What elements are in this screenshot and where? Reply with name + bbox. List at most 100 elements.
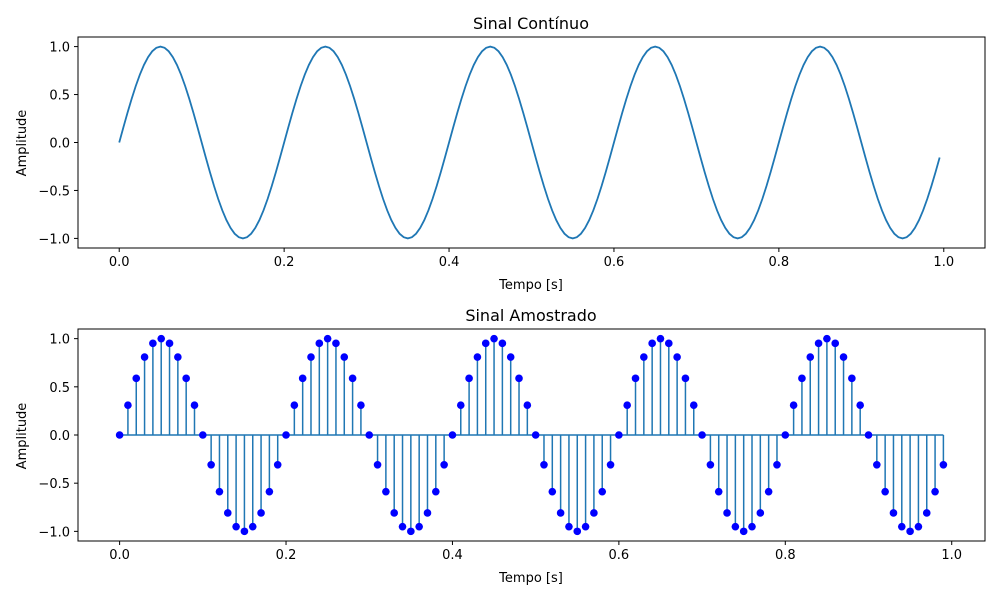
sample-point (922, 509, 931, 517)
sample-point (490, 334, 498, 343)
sample-point (373, 460, 382, 469)
sample-point (781, 431, 790, 439)
sample-point (140, 353, 149, 361)
x-tick-label: 0.2 (274, 255, 295, 270)
sample-point (540, 460, 548, 469)
continuous-chart: Sinal Contínuo 0.0 0.2 0.4 0.6 0.8 1.0 −1.0 −0… (15, 14, 986, 293)
sample-point (182, 374, 190, 383)
sample-point (124, 401, 132, 410)
sample-point (640, 353, 648, 361)
sample-point (390, 509, 399, 517)
sampled-x-ticks: 0.0 0.2 0.4 0.6 0.8 1.0 (109, 541, 962, 563)
sample-point (756, 509, 765, 517)
sample-point (848, 374, 856, 383)
y-tick-label: 1.0 (49, 333, 70, 348)
sample-point (864, 431, 873, 439)
sample-point (448, 431, 457, 439)
y-tick-label: 0.5 (49, 89, 70, 104)
sample-point (332, 339, 340, 348)
y-tick-label: −1.0 (38, 232, 70, 247)
sample-point (149, 339, 157, 348)
y-tick-label: −0.5 (38, 477, 70, 492)
sample-point (190, 401, 199, 410)
sample-point (689, 401, 698, 410)
sample-point (615, 431, 623, 439)
sample-point (839, 353, 848, 361)
sample-point (506, 353, 515, 361)
sample-point (165, 339, 174, 348)
sample-point (739, 527, 748, 536)
y-tick-label: −0.5 (38, 184, 70, 199)
sample-point (415, 522, 423, 531)
sampled-y-axis-label: Amplitude (15, 403, 30, 470)
sample-point (706, 460, 715, 469)
sample-point (523, 401, 532, 410)
sample-point (698, 431, 706, 439)
x-tick-label: 0.6 (604, 255, 625, 270)
x-tick-label: 0.6 (609, 548, 630, 563)
sample-point (290, 401, 299, 410)
sample-point (773, 460, 781, 469)
sample-point (823, 334, 831, 343)
sample-point (931, 487, 939, 496)
sample-point (856, 401, 864, 410)
sample-point (498, 339, 507, 348)
continuous-x-axis-label: Tempo [s] (498, 278, 563, 293)
continuous-signal-line-group (118, 45, 941, 240)
sample-point (914, 522, 923, 531)
continuous-signal-line (118, 45, 941, 240)
y-tick-label: 0.0 (49, 137, 70, 152)
sample-point (257, 509, 265, 517)
sample-point (881, 487, 889, 496)
x-tick-label: 0.0 (109, 255, 130, 270)
sample-point (115, 431, 124, 439)
sample-point (897, 522, 906, 531)
sample-point (473, 353, 482, 361)
sample-point (623, 401, 631, 410)
sample-point (748, 522, 756, 531)
sample-point (323, 334, 332, 343)
sample-point (423, 509, 432, 517)
sample-point (831, 339, 840, 348)
sample-point (315, 339, 324, 348)
x-tick-label: 0.8 (769, 255, 790, 270)
sample-point (132, 374, 141, 383)
sample-point (648, 339, 656, 348)
sample-point (598, 487, 607, 496)
sample-point (307, 353, 315, 361)
sample-point (199, 431, 207, 439)
sample-point (232, 522, 240, 531)
sample-point (714, 487, 723, 496)
x-tick-label: 1.0 (933, 255, 954, 270)
sample-point (348, 374, 357, 383)
sample-point (814, 339, 823, 348)
continuous-y-ticks: −1.0 −0.5 0.0 0.5 1.0 (38, 41, 78, 247)
sample-point (174, 353, 182, 361)
sample-point (465, 374, 473, 383)
sample-point (515, 374, 523, 383)
sampled-y-ticks: −1.0 −0.5 0.0 0.5 1.0 (38, 333, 78, 540)
sample-point (456, 401, 465, 410)
sample-point (481, 339, 490, 348)
sample-point (398, 522, 407, 531)
continuous-x-ticks: 0.0 0.2 0.4 0.6 0.8 1.0 (109, 248, 954, 270)
y-tick-label: 0.0 (49, 429, 70, 444)
sample-point (873, 460, 881, 469)
sample-point (382, 487, 390, 496)
sampled-x-axis-label: Tempo [s] (498, 571, 563, 586)
sample-point (215, 487, 224, 496)
sample-point (240, 527, 249, 536)
sample-point (531, 431, 540, 439)
sample-point (681, 374, 690, 383)
sample-point (556, 509, 565, 517)
sample-point (631, 374, 640, 383)
sample-point (340, 353, 349, 361)
sample-point (223, 509, 232, 517)
sample-point (207, 460, 215, 469)
sampled-signal-stem-group (115, 334, 948, 536)
x-tick-label: 0.8 (775, 548, 796, 563)
sample-point (248, 522, 257, 531)
sample-point (282, 431, 290, 439)
sample-point (273, 460, 282, 469)
